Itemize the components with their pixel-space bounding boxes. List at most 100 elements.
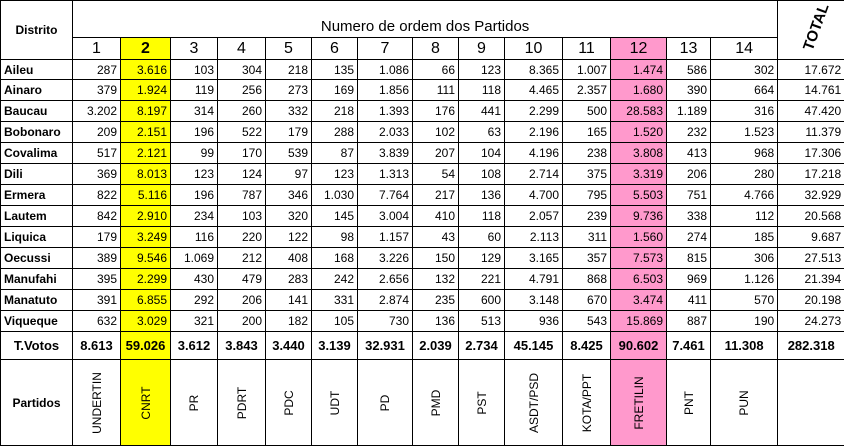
vote-cell: 104 (458, 142, 505, 164)
vote-cell: 234 (170, 205, 218, 227)
vote-cell: 379 (72, 79, 121, 101)
vote-cell: 2.196 (504, 121, 563, 143)
vote-cell: 321 (170, 310, 218, 332)
vote-cell: 123 (458, 59, 505, 80)
vote-cell: 3.004 (357, 205, 413, 227)
party-name: PNT (681, 390, 696, 415)
district-name: Ermera (0, 184, 73, 206)
party-number-8: 8 (412, 37, 459, 60)
party-total: 3.139 (311, 331, 358, 360)
vote-cell: 664 (709, 79, 779, 101)
party-name-cell: PST (458, 359, 505, 446)
party-name-cell: PNT (666, 359, 711, 446)
party-name-cell: PUN (709, 359, 779, 446)
vote-cell: 119 (170, 79, 218, 101)
district-name: Liquica (0, 226, 73, 248)
table-row: Baucau 3.202 8.197 314 260 332 218 1.393 176 441 2… (0, 100, 844, 122)
vote-cell: 311 (562, 226, 611, 248)
party-name: ASDT/PSD (526, 372, 541, 433)
vote-cell: 218 (265, 59, 312, 80)
vote-cell: 2.656 (357, 268, 413, 290)
vote-cell: 118 (458, 205, 505, 227)
party-number-6: 6 (311, 37, 358, 60)
distrito-header: Distrito (0, 0, 73, 60)
vote-cell: 787 (217, 184, 266, 206)
party-number-5: 5 (265, 37, 312, 60)
vote-cell: 102 (412, 121, 459, 143)
vote-cell: 314 (170, 100, 218, 122)
vote-cell: 136 (412, 310, 459, 332)
party-number-10: 10 (504, 37, 563, 60)
vote-cell: 179 (72, 226, 121, 248)
grand-total: 282.318 (777, 331, 844, 360)
vote-cell: 206 (666, 163, 711, 185)
vote-cell: 3.249 (120, 226, 171, 248)
district-total: 17.218 (777, 163, 844, 185)
vote-cell: 3.319 (610, 163, 667, 185)
vote-cell: 751 (666, 184, 711, 206)
vote-cell: 206 (217, 289, 266, 311)
vote-cell: 1.856 (357, 79, 413, 101)
vote-cell: 632 (72, 310, 121, 332)
district-name: Oecussi (0, 247, 73, 269)
vote-cell: 8.365 (504, 59, 563, 80)
party-name-cell: UDT (311, 359, 358, 446)
vote-cell: 522 (217, 121, 266, 143)
vote-cell: 389 (72, 247, 121, 269)
vote-cell: 2.874 (357, 289, 413, 311)
district-name: Covalima (0, 142, 73, 164)
vote-cell: 232 (666, 121, 711, 143)
vote-cell: 97 (265, 163, 312, 185)
district-name: Bobonaro (0, 121, 73, 143)
party-total: 3.612 (170, 331, 218, 360)
vote-cell: 105 (311, 310, 358, 332)
vote-cell: 99 (170, 142, 218, 164)
vote-cell: 1.030 (311, 184, 358, 206)
vote-cell: 2.357 (562, 79, 611, 101)
district-total: 47.420 (777, 100, 844, 122)
party-number-9: 9 (458, 37, 505, 60)
vote-cell: 320 (265, 205, 312, 227)
vote-cell: 169 (311, 79, 358, 101)
vote-cell: 410 (412, 205, 459, 227)
party-number-1: 1 (72, 37, 121, 60)
vote-cell: 357 (562, 247, 611, 269)
party-total: 8.425 (562, 331, 611, 360)
party-number-13: 13 (666, 37, 711, 60)
vote-cell: 479 (217, 268, 266, 290)
table-row: Aileu 287 3.616 103 304 218 135 1.086 66 123 8.365… (0, 59, 844, 80)
vote-cell: 2.113 (504, 226, 563, 248)
vote-cell: 220 (217, 226, 266, 248)
party-name: PST (474, 390, 489, 415)
vote-cell: 1.069 (170, 247, 218, 269)
vote-cell: 108 (458, 163, 505, 185)
partidos-label: Partidos (0, 359, 73, 446)
vote-cell: 3.148 (504, 289, 563, 311)
vote-cell: 500 (562, 100, 611, 122)
vote-cell: 517 (72, 142, 121, 164)
vote-cell: 332 (265, 100, 312, 122)
vote-cell: 176 (412, 100, 459, 122)
vote-cell: 292 (170, 289, 218, 311)
vote-cell: 1.560 (610, 226, 667, 248)
vote-cell: 3.839 (357, 142, 413, 164)
vote-cell: 4.196 (504, 142, 563, 164)
vote-cell: 5.116 (120, 184, 171, 206)
district-total: 17.672 (777, 59, 844, 80)
vote-cell: 2.299 (120, 268, 171, 290)
vote-cell: 196 (170, 121, 218, 143)
vote-cell: 122 (265, 226, 312, 248)
vote-cell: 217 (412, 184, 459, 206)
party-name: PR (187, 394, 201, 411)
vote-cell: 2.121 (120, 142, 171, 164)
district-name: Aileu (0, 59, 73, 80)
party-name-cell: KOTA/PPT (562, 359, 611, 446)
vote-cell: 209 (72, 121, 121, 143)
vote-cell: 2.910 (120, 205, 171, 227)
vote-cell: 1.523 (709, 121, 779, 143)
party-name-cell: PD (357, 359, 413, 446)
vote-cell: 543 (562, 310, 611, 332)
vote-cell: 868 (562, 268, 611, 290)
vote-cell: 124 (217, 163, 266, 185)
party-name: PDC (281, 389, 296, 416)
